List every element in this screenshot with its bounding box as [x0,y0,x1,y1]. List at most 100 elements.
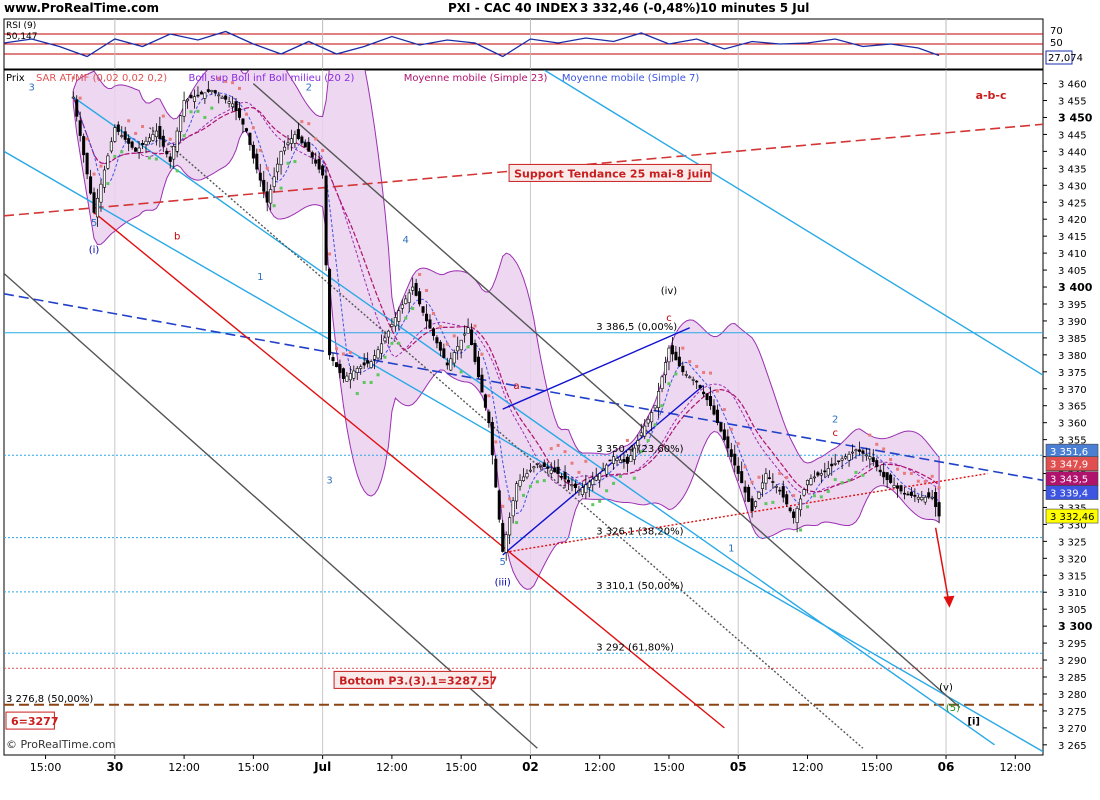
candle-body [799,498,803,511]
sar-dot [113,154,117,158]
candle-body [383,337,387,342]
candle-body [646,418,650,424]
sar-dot [328,252,332,256]
candle-body [220,96,224,99]
candle-body [909,491,913,496]
legend-item: Boll sup Boll inf Boll milieu (20 2) [189,73,355,84]
candle-body [386,330,390,338]
y-tick-label: 3 330 [1058,520,1087,531]
sar-dot [224,79,228,83]
candle-body [421,306,425,313]
sar-dot [203,115,207,119]
candle-body [511,500,515,517]
candle-body [172,145,176,160]
y-tick-label: 3 405 [1058,266,1087,277]
candle-body [767,477,771,479]
y-tick-label: 3 455 [1058,97,1087,108]
wave-label: 4 [403,235,409,246]
trend-line-grey-lower [4,272,538,749]
candle-body [248,132,252,145]
candle-body [307,142,311,152]
candle-body [314,159,318,164]
candle-body [830,463,834,467]
sar-dot [168,137,172,141]
y-tick-label: 3 360 [1058,419,1087,430]
candle-body [501,522,505,552]
y-tick-label: 3 450 [1058,111,1093,124]
candle-body [255,153,259,170]
sar-dot [743,465,747,469]
sar-dot [632,476,636,480]
candle-body [442,348,446,358]
bottom-label: Bottom P3.(3).1=3287,57 [339,674,497,687]
candle-body [262,179,266,192]
candle-body [885,472,889,481]
candle-body [369,361,373,368]
candle-body [217,94,221,97]
candle-body [847,454,851,461]
y-tick-label: 3 290 [1058,656,1087,667]
sar-dot [771,500,775,504]
candle-body [750,498,754,512]
sar-dot [293,160,297,164]
last-change: 3 332,46 (-0,48%) [580,1,701,15]
candle-body [930,496,934,499]
x-tick-label: 12:00 [376,761,408,774]
y-tick-label: 3 410 [1058,249,1087,260]
y-tick-label: 3 445 [1058,130,1087,141]
y-tick-label: 3 315 [1058,571,1087,582]
sar-dot [916,479,920,483]
sar-dot [750,480,754,484]
candle-body [819,473,823,476]
sar-dot [425,289,429,293]
candle-body [459,339,463,351]
candle-body [518,480,522,487]
fib-label: 3 310,1 (50,00%) [596,581,683,592]
sar-dot [591,503,595,507]
candle-body [549,469,553,474]
level-left-label: 3 276,8 (50,00%) [6,694,93,705]
candle-body [92,192,96,213]
candle-body [864,454,868,457]
candle-body [802,489,806,496]
sar-dot [854,470,858,474]
candle-body [754,501,758,507]
rsi-current-tag: 27,074 [1048,53,1083,64]
candle-body [258,172,262,181]
candle-body [113,127,117,142]
candle-body [539,464,543,467]
candle-body [127,138,131,144]
sar-dot [868,433,872,437]
candle-body [196,94,200,97]
sar-dot [508,497,512,501]
candle-body [466,327,470,334]
candle-body [102,169,106,188]
candle-body [705,393,709,401]
sar-dot [688,360,692,364]
sar-dot [812,494,816,498]
sar-dot [189,110,193,114]
main-plot-group: 3 386,5 (0,00%) 3 350,4 (23,60%) 3 326,1 (… [4,70,1043,755]
y-tick-label: 3 295 [1058,639,1087,650]
candle-body [757,491,761,499]
bottom-label-box [333,670,492,689]
candle-body [632,447,636,460]
candle-body [210,90,214,92]
sar-dot [286,161,290,165]
sar-dot [362,380,366,384]
candle-body [594,476,598,481]
sar-dot [244,112,248,116]
candle-body [809,478,813,486]
candle-body [393,317,397,327]
sar-dot [71,76,75,80]
y-tick-label: 3 400 [1058,281,1093,294]
sar-dot [175,169,179,173]
candle-body [698,384,702,389]
candle-body [823,470,827,473]
candle-body [435,337,439,344]
candle-body [643,425,647,437]
sar-dot [639,450,643,454]
left-level-label: 6=3277 [11,715,59,728]
candle-body [116,124,120,132]
candle-body [553,467,557,473]
